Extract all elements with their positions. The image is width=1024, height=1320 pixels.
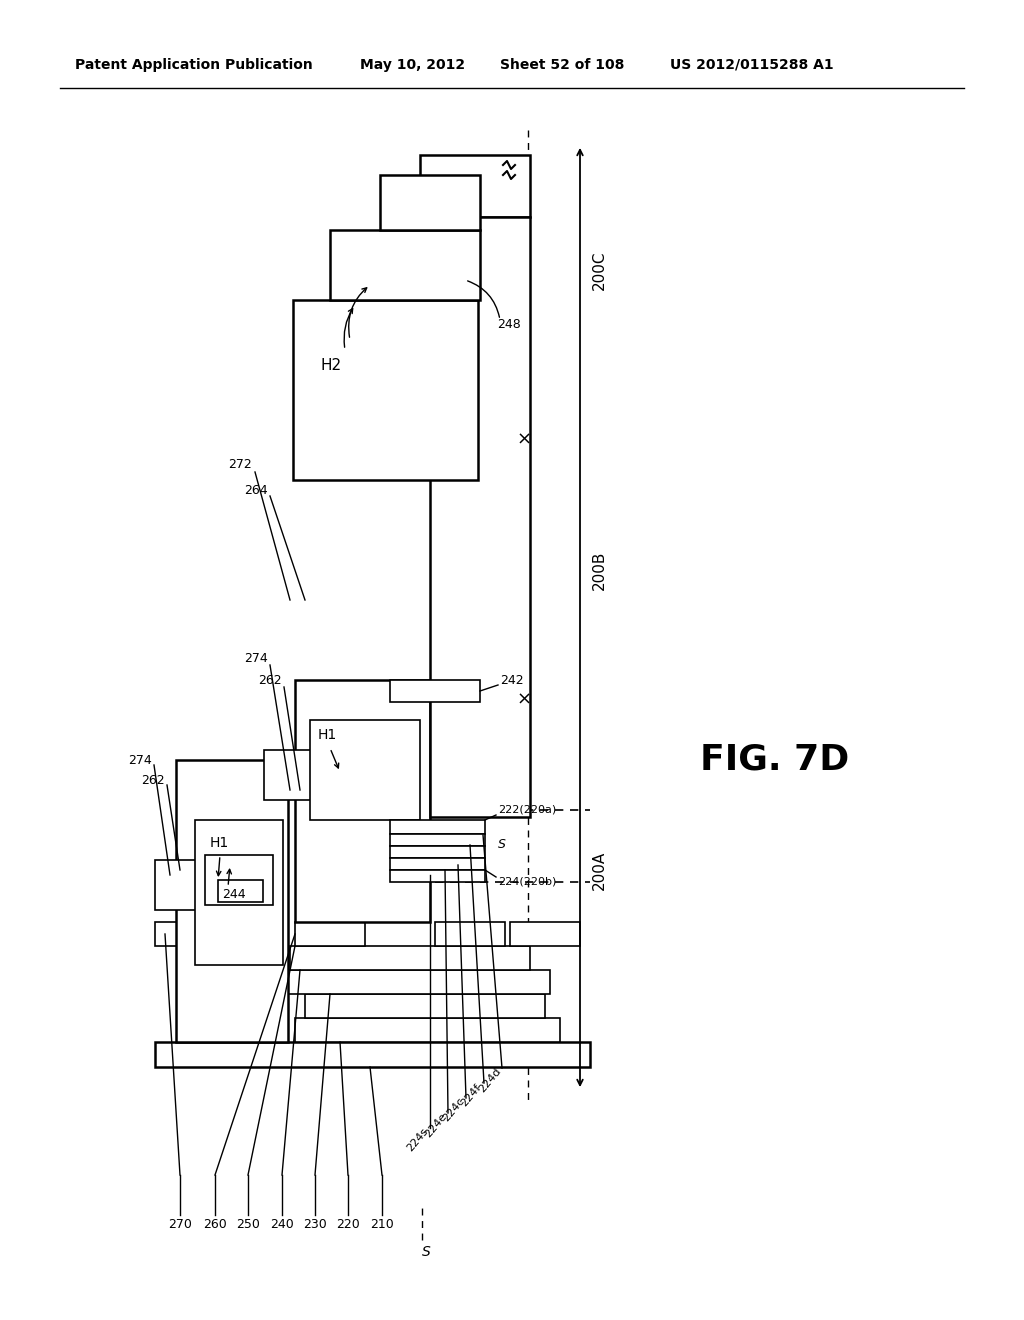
Text: 224f: 224f bbox=[459, 1082, 483, 1107]
Text: 210: 210 bbox=[370, 1218, 394, 1232]
Bar bbox=[510, 921, 580, 946]
Bar bbox=[390, 858, 485, 870]
Text: Patent Application Publication: Patent Application Publication bbox=[75, 58, 312, 73]
Text: 224d: 224d bbox=[477, 1065, 503, 1094]
Text: 260: 260 bbox=[203, 1218, 227, 1232]
Text: 250: 250 bbox=[237, 1218, 260, 1232]
Text: 262: 262 bbox=[258, 673, 282, 686]
Text: 200C: 200C bbox=[592, 251, 607, 290]
Text: 262: 262 bbox=[141, 774, 165, 787]
Text: 222(220a): 222(220a) bbox=[498, 805, 556, 814]
Text: 274: 274 bbox=[128, 754, 152, 767]
Text: 244: 244 bbox=[222, 888, 246, 902]
Text: Sheet 52 of 108: Sheet 52 of 108 bbox=[500, 58, 625, 73]
Text: 224s: 224s bbox=[406, 1126, 430, 1154]
Text: H1: H1 bbox=[210, 836, 229, 850]
Text: 270: 270 bbox=[168, 1218, 191, 1232]
Text: 242: 242 bbox=[500, 673, 523, 686]
Text: H1: H1 bbox=[318, 729, 337, 742]
Text: 272: 272 bbox=[228, 458, 252, 471]
Text: FIG. 7D: FIG. 7D bbox=[700, 743, 849, 777]
Text: ×: × bbox=[516, 690, 531, 709]
Text: H2: H2 bbox=[319, 358, 341, 372]
Bar bbox=[264, 750, 324, 800]
Bar bbox=[295, 680, 430, 921]
Text: 274: 274 bbox=[245, 652, 268, 664]
Bar bbox=[176, 760, 288, 1041]
Text: S: S bbox=[498, 838, 506, 851]
Text: 224e: 224e bbox=[423, 1111, 449, 1139]
Bar bbox=[155, 1041, 590, 1067]
Text: ×: × bbox=[516, 432, 531, 449]
Bar bbox=[435, 921, 505, 946]
Bar bbox=[430, 216, 530, 817]
Bar bbox=[390, 846, 485, 858]
Bar bbox=[390, 834, 485, 846]
Bar bbox=[285, 970, 550, 994]
Bar bbox=[380, 176, 480, 230]
Text: 200B: 200B bbox=[592, 550, 607, 590]
Bar bbox=[155, 861, 210, 909]
Text: 224(220b): 224(220b) bbox=[498, 876, 556, 887]
Bar bbox=[290, 946, 530, 970]
Text: May 10, 2012: May 10, 2012 bbox=[360, 58, 465, 73]
Text: 240: 240 bbox=[270, 1218, 294, 1232]
Text: S: S bbox=[422, 1245, 431, 1259]
Bar bbox=[295, 1018, 560, 1041]
Bar bbox=[195, 820, 283, 965]
Bar bbox=[390, 870, 485, 882]
Text: 220: 220 bbox=[336, 1218, 359, 1232]
Bar bbox=[305, 994, 545, 1018]
Bar bbox=[218, 880, 263, 902]
Text: 264: 264 bbox=[245, 483, 268, 496]
Bar bbox=[293, 300, 478, 480]
Text: 230: 230 bbox=[303, 1218, 327, 1232]
Text: 248: 248 bbox=[497, 318, 521, 331]
Text: 200A: 200A bbox=[592, 850, 607, 890]
Bar bbox=[205, 855, 273, 906]
Bar bbox=[390, 820, 485, 834]
Bar bbox=[390, 680, 480, 702]
Bar bbox=[310, 719, 420, 820]
Bar bbox=[295, 921, 365, 946]
Bar bbox=[330, 230, 480, 300]
Bar bbox=[155, 921, 215, 946]
Text: US 2012/0115288 A1: US 2012/0115288 A1 bbox=[670, 58, 834, 73]
Text: 224c: 224c bbox=[441, 1096, 466, 1123]
Bar bbox=[420, 154, 530, 216]
